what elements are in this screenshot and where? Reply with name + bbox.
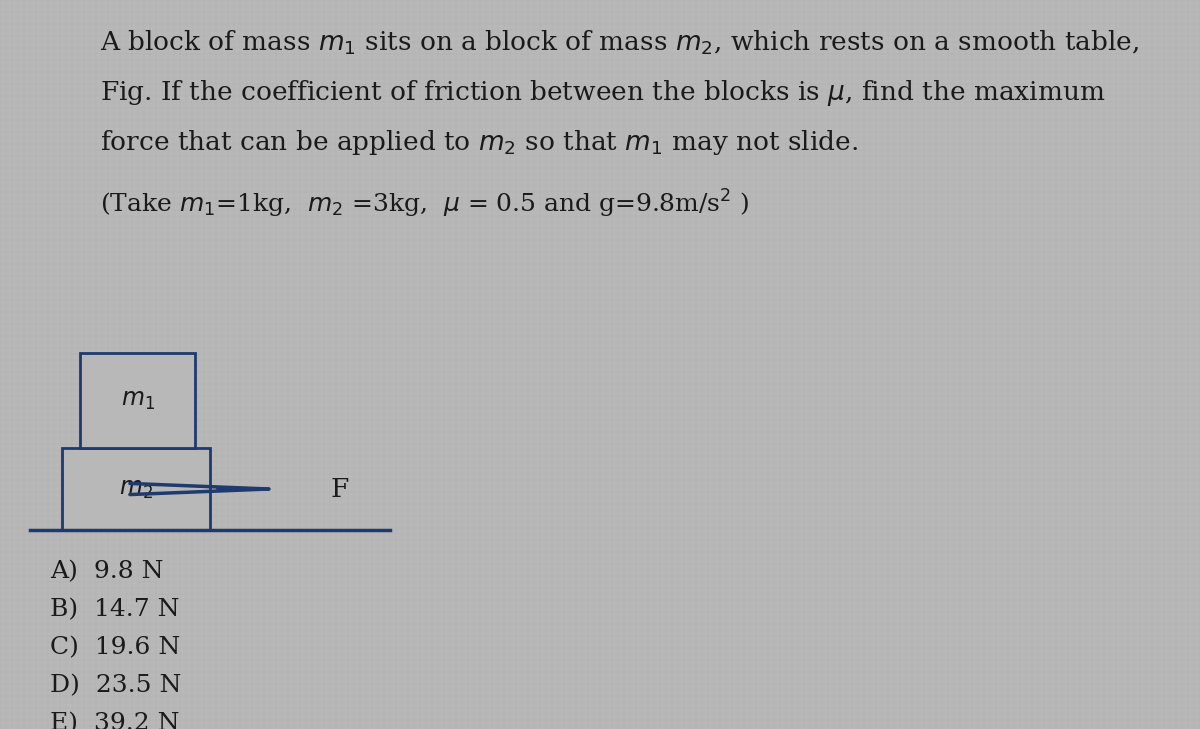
Text: force that can be applied to $m_2$ so that $m_1$ may not slide.: force that can be applied to $m_2$ so th… <box>100 128 858 157</box>
Text: E)  39.2 N: E) 39.2 N <box>50 712 180 729</box>
Bar <box>62 448 210 530</box>
Text: F: F <box>330 477 348 502</box>
Text: A)  9.8 N: A) 9.8 N <box>50 560 163 583</box>
Text: D)  23.5 N: D) 23.5 N <box>50 674 181 697</box>
Text: $m_2$: $m_2$ <box>119 477 152 501</box>
Text: B)  14.7 N: B) 14.7 N <box>50 598 180 621</box>
Text: (Take $m_1$=1kg,  $m_2$ =3kg,  $\mu$ = 0.5 and g=9.8m/s$^2$ ): (Take $m_1$=1kg, $m_2$ =3kg, $\mu$ = 0.5… <box>100 188 749 220</box>
Text: Fig. If the coefficient of friction between the blocks is $\mu$, find the maximu: Fig. If the coefficient of friction betw… <box>100 78 1105 108</box>
Text: C)  19.6 N: C) 19.6 N <box>50 636 180 659</box>
Text: A block of mass $m_1$ sits on a block of mass $m_2$, which rests on a smooth tab: A block of mass $m_1$ sits on a block of… <box>100 28 1139 57</box>
Text: $m_1$: $m_1$ <box>120 389 155 412</box>
Bar <box>80 353 194 448</box>
